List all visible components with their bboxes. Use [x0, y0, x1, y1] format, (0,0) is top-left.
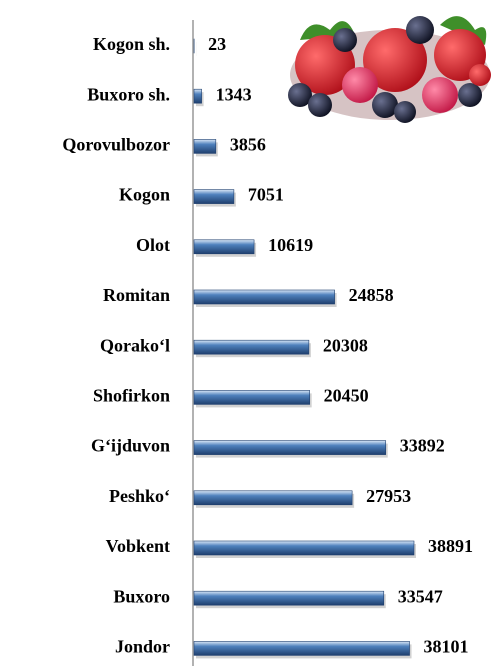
bar	[193, 88, 202, 104]
category-label: Shofirkon	[93, 386, 170, 406]
bar	[193, 390, 310, 405]
value-label: 7051	[248, 185, 284, 205]
category-label: Vobkent	[106, 536, 170, 556]
value-label: 20450	[324, 386, 369, 406]
value-label: 38101	[424, 637, 469, 657]
category-label: Kogon	[119, 185, 170, 205]
category-label: Romitan	[103, 285, 170, 305]
bar	[193, 641, 410, 656]
category-label: Buxoro	[113, 586, 170, 606]
value-label: 33547	[398, 586, 443, 606]
bar	[193, 139, 217, 154]
bar	[193, 590, 385, 606]
bar	[193, 239, 255, 255]
value-label: 20308	[323, 335, 368, 355]
bar	[193, 540, 415, 556]
value-label: 24858	[349, 285, 394, 305]
category-label: Peshko‘	[109, 486, 170, 506]
value-label: 27953	[366, 486, 411, 506]
category-label: Kogon sh.	[93, 34, 170, 54]
value-label: 38891	[428, 536, 473, 556]
berries-decoration	[288, 16, 491, 123]
category-label: G‘ijduvon	[91, 436, 170, 456]
bar	[193, 289, 335, 305]
category-label: Jondor	[115, 637, 170, 657]
bar	[193, 339, 310, 355]
value-label: 33892	[400, 436, 445, 456]
bar	[193, 440, 387, 455]
category-label: Qorako‘l	[100, 335, 170, 355]
bar	[193, 490, 353, 506]
category-label: Qorovulbozor	[62, 135, 170, 155]
value-label: 10619	[268, 235, 313, 255]
category-label: Buxoro sh.	[87, 84, 170, 104]
value-label: 3856	[230, 135, 266, 155]
value-label: 23	[208, 34, 226, 54]
value-label: 1343	[216, 84, 252, 104]
bar	[193, 189, 235, 204]
category-label: Olot	[136, 235, 170, 255]
